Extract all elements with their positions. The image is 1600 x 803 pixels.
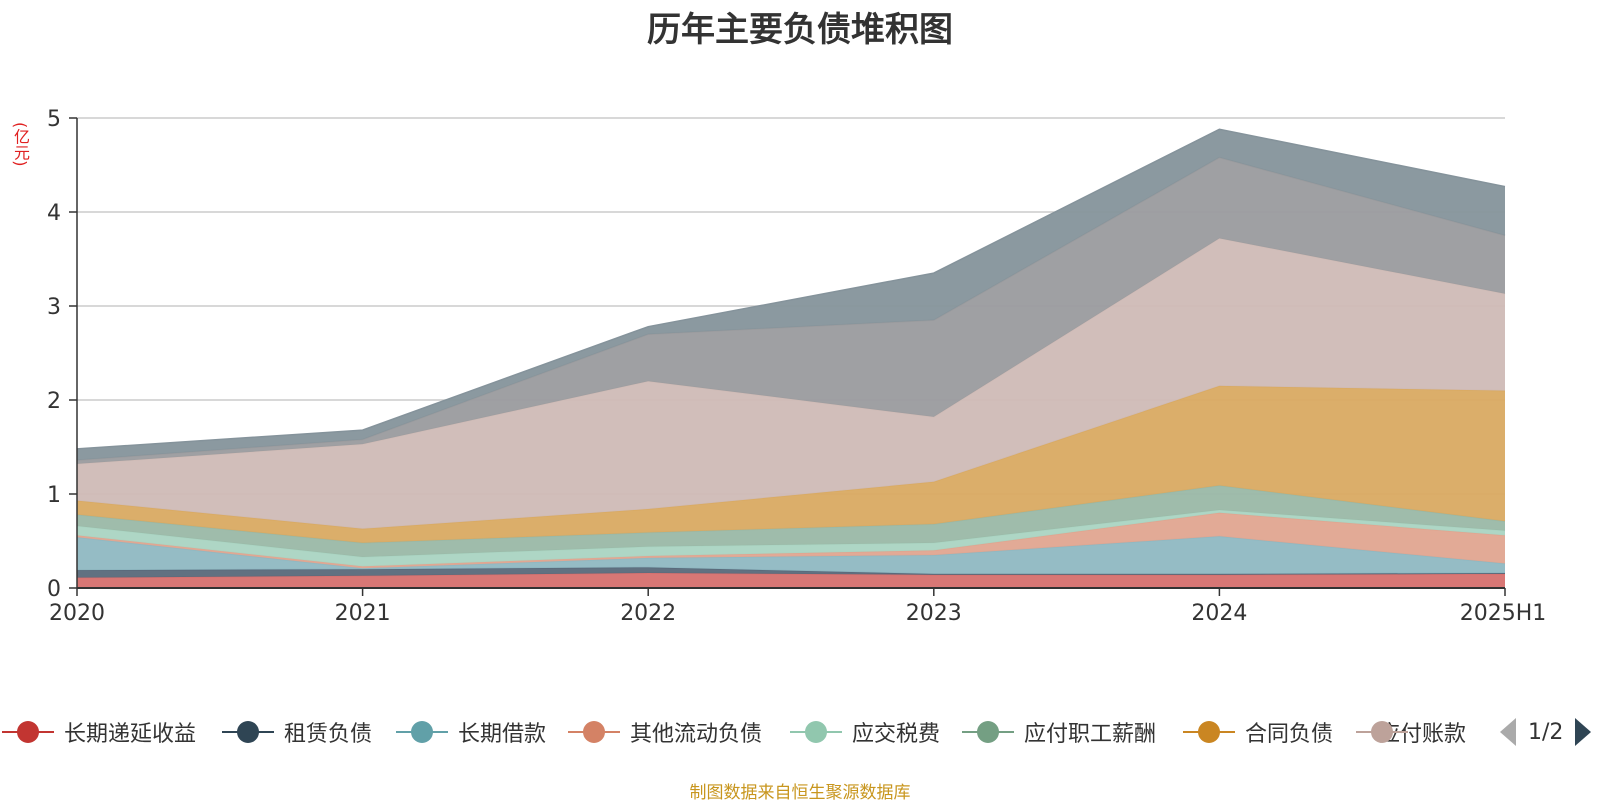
legend-item[interactable]: 长期递延收益	[2, 712, 196, 752]
legend-prev-page-icon[interactable]	[1500, 718, 1516, 746]
area-series	[76, 128, 1506, 588]
area-8	[77, 238, 1505, 529]
source-note: 制图数据来自恒生聚源数据库	[689, 783, 911, 803]
x-tick-label: 2025H1	[1460, 601, 1547, 626]
y-tick-label: 0	[47, 577, 61, 602]
x-tick-label: 2023	[906, 601, 962, 626]
legend-label: 合同负债	[1245, 722, 1334, 747]
legend-marker-icon	[1356, 712, 1408, 752]
stacked-area-chart: 0 1 2 3 4 5 2020 2021 2022 2023 2024 2025H1	[47, 107, 1546, 626]
area-edge-3	[76, 535, 1506, 570]
legend: 长期递延收益 租赁负债 长期借款 其他流动负债 应交税费 应付职工薪酬 合同负债 应付账款	[0, 712, 1600, 752]
legend-marker-icon	[790, 712, 842, 752]
y-tick-label: 1	[47, 483, 61, 508]
legend-marker-icon	[1183, 712, 1235, 752]
area-1	[77, 572, 1505, 588]
legend-pager: 1/2	[1500, 712, 1592, 752]
x-tick-label: 2021	[335, 601, 391, 626]
y-axis-unit-label: (亿元)	[11, 122, 30, 167]
legend-label: 长期递延收益	[64, 722, 197, 747]
legend-label: 长期借款	[458, 722, 547, 747]
x-tick-label: 2020	[49, 601, 105, 626]
tick-labels: 0 1 2 3 4 5 2020 2021 2022 2023 2024 2025H1	[47, 107, 1546, 626]
legend-label: 其他流动负债	[630, 722, 763, 747]
x-tick-label: 2022	[620, 601, 676, 626]
legend-label: 应付职工薪酬	[1024, 722, 1157, 747]
legend-item[interactable]: 租赁负债	[222, 712, 372, 752]
chart-title: 历年主要负债堆积图	[647, 10, 953, 50]
y-tick-label: 3	[47, 295, 61, 320]
y-tick-label: 5	[47, 107, 61, 132]
legend-marker-icon	[568, 712, 620, 752]
y-tick-label: 4	[47, 201, 61, 226]
legend-item[interactable]: 合同负债	[1183, 712, 1333, 752]
area-9	[77, 157, 1505, 464]
legend-marker-icon	[222, 712, 274, 752]
area-10	[77, 129, 1505, 461]
area-7	[77, 385, 1505, 543]
area-edge-10	[76, 128, 1506, 450]
legend-marker-icon	[396, 712, 448, 752]
area-6	[77, 485, 1505, 557]
legend-item[interactable]: 应付账款	[1356, 712, 1466, 752]
axes	[69, 117, 1506, 596]
legend-page-indicator: 1/2	[1528, 719, 1564, 745]
legend-marker-icon	[2, 712, 54, 752]
legend-item[interactable]: 其他流动负债	[568, 712, 762, 752]
legend-label: 应交税费	[852, 722, 941, 747]
legend-marker-icon	[962, 712, 1014, 752]
legend-item[interactable]: 应交税费	[790, 712, 940, 752]
y-tick-label: 2	[47, 389, 61, 414]
area-3	[77, 536, 1505, 574]
area-4	[77, 512, 1505, 569]
area-2	[77, 567, 1505, 578]
legend-next-page-icon[interactable]	[1575, 718, 1592, 746]
legend-item[interactable]: 应付职工薪酬	[962, 712, 1172, 752]
x-tick-label: 2024	[1191, 601, 1247, 626]
legend-item[interactable]: 长期借款	[396, 712, 546, 752]
legend-label: 租赁负债	[284, 722, 373, 747]
